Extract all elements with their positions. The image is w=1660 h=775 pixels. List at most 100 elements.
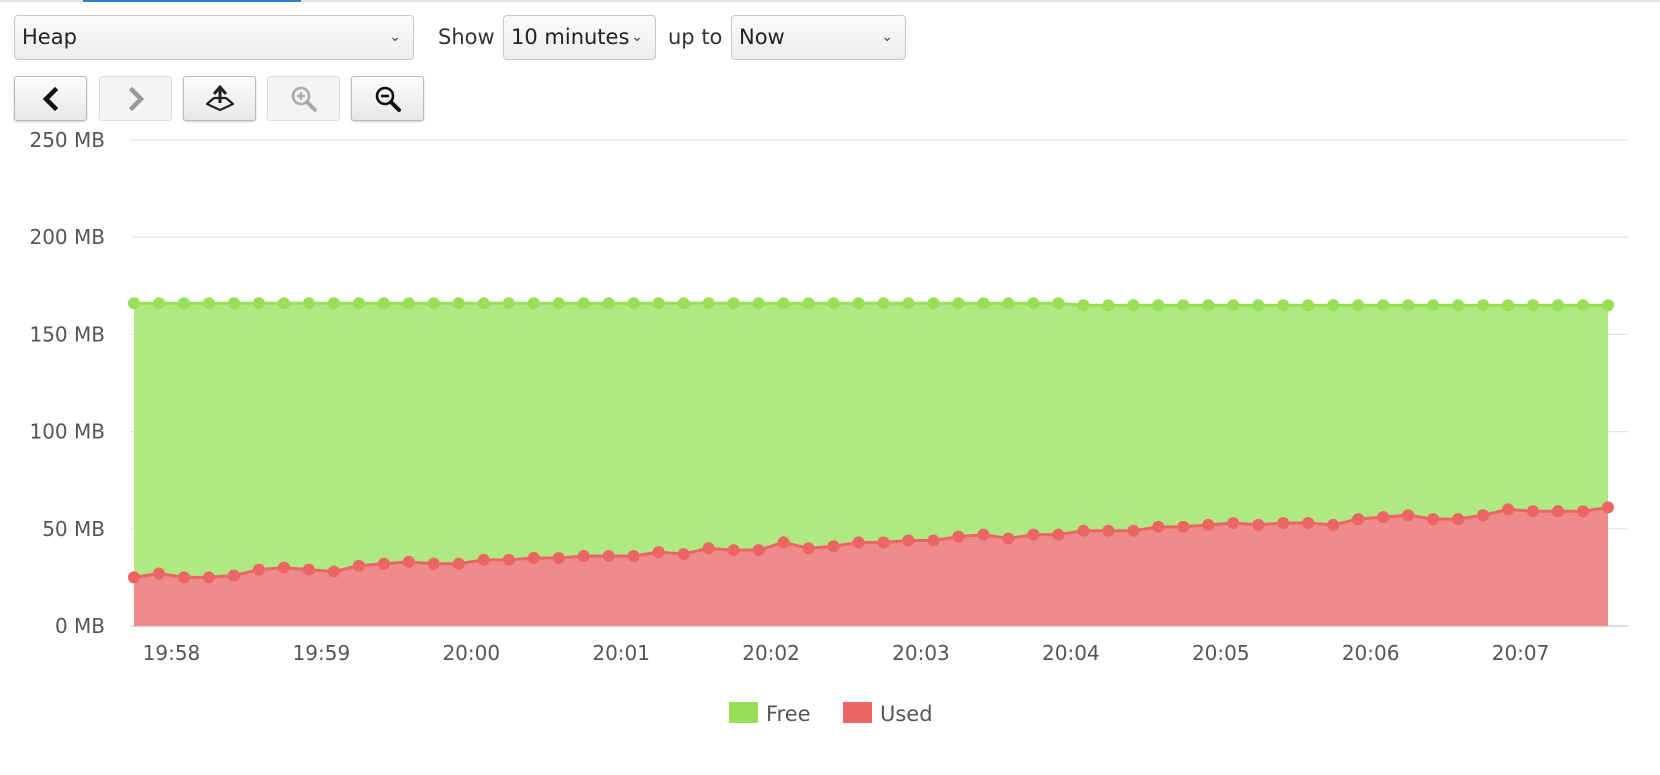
point-used [627,550,640,563]
point-free [252,297,265,310]
point-free [927,297,940,310]
point-used [1402,509,1415,522]
y-tick-label: 100 MB [29,420,105,444]
metric-select-value: Heap [22,25,77,49]
point-used [577,550,590,563]
export-button[interactable] [183,76,256,121]
point-free [827,297,840,310]
point-free [1002,297,1015,310]
point-free [727,297,740,310]
point-used [152,567,165,580]
point-used [652,546,665,559]
point-free [1152,299,1165,312]
x-tick-label: 20:03 [892,641,950,665]
point-used [1152,520,1165,533]
point-free [952,297,965,310]
point-used [702,542,715,555]
point-used [1277,516,1290,529]
point-used [952,530,965,543]
point-free [327,297,340,310]
point-used [777,536,790,549]
x-tick-label: 20:04 [1042,641,1100,665]
point-used [927,534,940,547]
point-used [277,561,290,574]
point-used [1127,524,1140,537]
chevron-left-icon [42,86,58,111]
export-icon [205,84,234,111]
chevron-right-icon [128,86,144,111]
point-free [1527,299,1540,312]
point-used [128,571,140,584]
point-free [1027,297,1040,310]
point-free [227,297,240,310]
point-used [1452,513,1465,526]
zoom-in-button[interactable] [267,76,340,121]
x-tick-label: 20:00 [442,641,500,665]
point-free [377,297,390,310]
legend-swatch-used [843,702,872,723]
point-free [1177,299,1190,312]
zoom-out-button[interactable] [351,76,424,121]
point-free [552,297,565,310]
y-tick-label: 250 MB [29,128,105,152]
point-free [452,297,465,310]
point-used [202,571,215,584]
back-button[interactable] [14,76,87,121]
range-select[interactable]: 10 minutes ⌄ [503,15,656,60]
point-free [1552,299,1565,312]
point-free [602,297,615,310]
x-tick-label: 19:58 [143,641,201,665]
point-free [1227,299,1240,312]
point-used [902,534,915,547]
point-free [1577,299,1590,312]
point-free [902,297,915,310]
point-used [377,557,390,570]
point-free [1327,299,1340,312]
top-tab-rule [0,0,1660,2]
x-tick-label: 19:59 [293,641,351,665]
point-free [177,297,190,310]
point-free [1477,299,1490,312]
show-label: Show [438,25,495,49]
point-used [327,565,340,578]
point-free [152,297,165,310]
x-tick-label: 20:05 [1192,641,1250,665]
end-time-select[interactable]: Now ⌄ [731,15,906,60]
x-tick-label: 20:06 [1342,641,1400,665]
point-used [1352,513,1365,526]
point-free [1427,299,1440,312]
point-free [702,297,715,310]
end-time-select-value: Now [739,25,785,49]
point-used [1502,503,1515,516]
point-used [1527,505,1540,518]
y-tick-label: 0 MB [55,614,105,638]
y-tick-label: 200 MB [29,225,105,249]
point-free [1102,299,1115,312]
point-free [1602,299,1614,312]
point-free [1377,299,1390,312]
point-used [1552,505,1565,518]
point-used [677,548,690,561]
point-free [1052,297,1065,310]
y-tick-label: 150 MB [29,322,105,346]
forward-button[interactable] [99,76,172,121]
point-free [677,297,690,310]
point-used [1177,520,1190,533]
point-free [1452,299,1465,312]
point-used [602,550,615,563]
metric-select[interactable]: Heap ⌄ [14,15,414,60]
point-used [402,555,415,568]
point-free [502,297,515,310]
legend-label-used: Used [880,702,933,726]
point-used [1427,513,1440,526]
point-used [477,553,490,566]
point-used [1252,518,1265,531]
point-used [502,553,515,566]
point-used [1202,518,1215,531]
legend-label-free: Free [766,702,811,726]
point-free [1302,299,1315,312]
point-free [277,297,290,310]
point-free [202,297,215,310]
point-free [1077,299,1090,312]
